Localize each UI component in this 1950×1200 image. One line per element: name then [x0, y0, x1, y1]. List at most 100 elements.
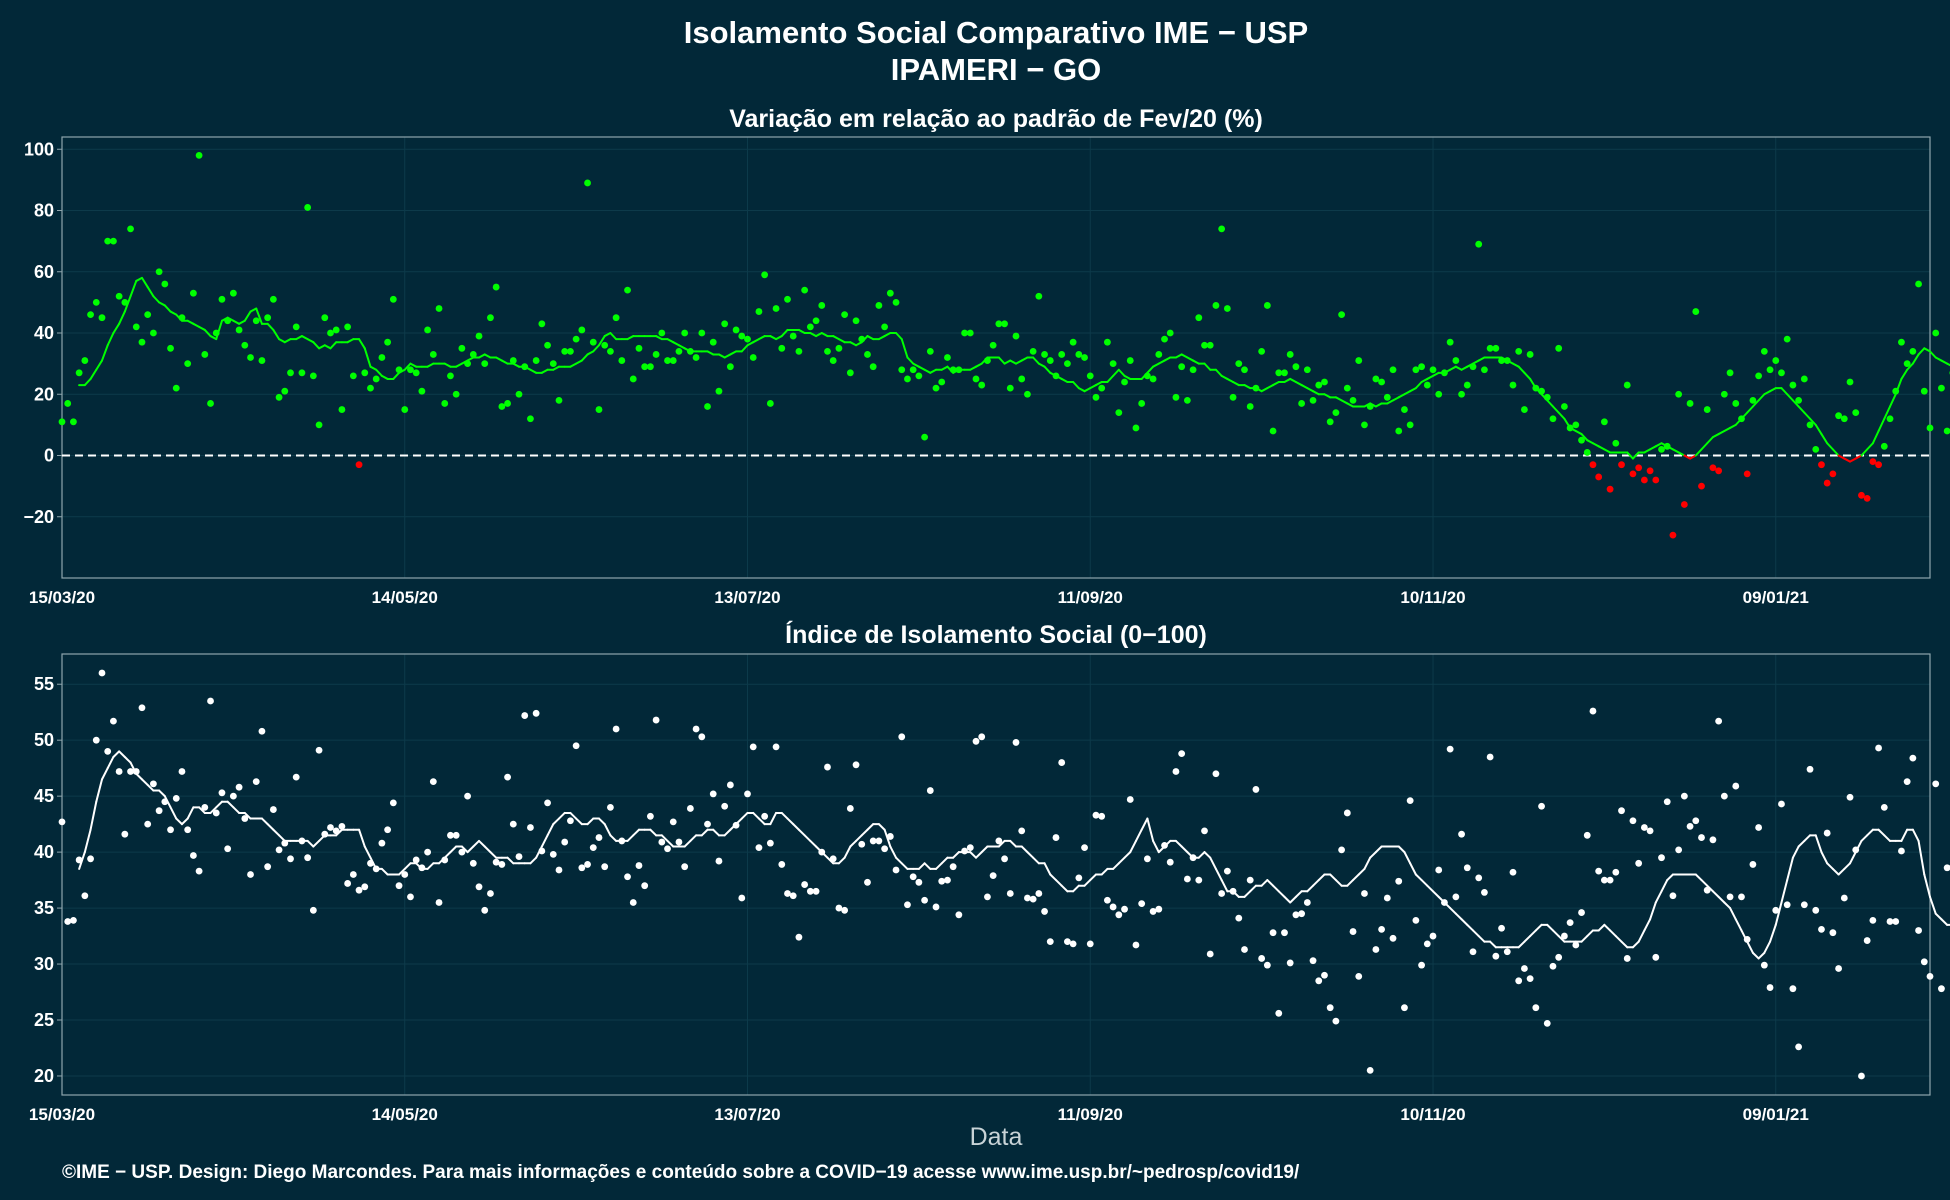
data-point: [201, 351, 209, 358]
moving-average-segment: [1289, 377, 1297, 383]
data-point: [1915, 927, 1922, 934]
moving-average-segment: [146, 286, 155, 298]
data-point: [1858, 491, 1865, 499]
moving-average-segment: [1791, 399, 1800, 408]
data-point: [92, 298, 100, 306]
moving-average-segment: [1843, 862, 1852, 870]
moving-average-segment: [169, 310, 178, 316]
moving-average-segment: [837, 856, 846, 865]
moving-average-segment: [1477, 935, 1486, 943]
data-point: [1515, 977, 1523, 985]
moving-average-segment: [1363, 856, 1372, 870]
data-point: [915, 372, 923, 380]
data-point: [601, 863, 609, 871]
data-point: [1743, 470, 1751, 478]
data-point: [1212, 770, 1220, 778]
data-point: [104, 747, 112, 755]
moving-average-segment: [1117, 368, 1126, 377]
data-point: [595, 406, 603, 413]
data-point: [1646, 827, 1654, 835]
data-point: [612, 314, 620, 322]
data-point: [1720, 390, 1728, 398]
data-point: [1503, 948, 1511, 956]
moving-average-segment: [895, 332, 903, 341]
data-point: [1149, 908, 1157, 915]
moving-average-segment: [540, 368, 549, 374]
data-point: [704, 820, 711, 828]
data-point: [212, 809, 220, 817]
moving-average-segment: [1294, 890, 1303, 898]
moving-average-segment: [900, 338, 909, 359]
moving-average-segment: [1249, 884, 1257, 893]
data-point: [658, 329, 666, 337]
moving-average-segment: [1826, 862, 1834, 870]
data-point: [178, 314, 186, 322]
data-point: [1332, 1017, 1340, 1025]
data-point: [1595, 473, 1603, 481]
moving-average-segment: [1100, 867, 1109, 876]
data-point: [1852, 846, 1860, 854]
moving-average-segment: [226, 800, 235, 809]
data-point: [1201, 341, 1208, 349]
moving-average-segment: [729, 350, 738, 356]
moving-average-segment: [752, 338, 760, 344]
data-point: [721, 802, 729, 810]
data-point: [1349, 928, 1357, 935]
moving-average-segment: [1266, 384, 1275, 390]
data-point: [1492, 344, 1500, 352]
moving-average-segment: [1032, 356, 1040, 365]
moving-average-segment: [1700, 442, 1709, 451]
data-point: [1863, 494, 1871, 502]
y-tick-label: 20: [34, 384, 54, 404]
moving-average-segment: [1260, 879, 1269, 887]
moving-average-segment: [1403, 390, 1412, 396]
data-point: [652, 351, 660, 358]
data-point: [846, 805, 854, 812]
moving-average-segment: [1129, 839, 1137, 854]
moving-average-segment: [529, 368, 538, 374]
moving-average-segment: [975, 851, 983, 859]
data-point: [212, 329, 220, 337]
data-point: [1172, 768, 1180, 775]
moving-average-segment: [363, 845, 372, 859]
data-point: [858, 840, 866, 848]
data-point: [1486, 344, 1494, 352]
moving-average-segment: [746, 341, 755, 347]
moving-average-segment: [1683, 454, 1692, 460]
data-point: [1720, 792, 1728, 800]
data-point: [1555, 344, 1563, 352]
data-point: [984, 357, 991, 364]
data-point: [1772, 906, 1780, 914]
moving-average-segment: [238, 319, 246, 325]
data-point: [1920, 387, 1928, 395]
data-point: [1755, 372, 1763, 380]
data-point: [458, 848, 466, 856]
data-point: [1006, 384, 1014, 392]
data-point: [1241, 366, 1248, 374]
data-point: [464, 360, 471, 368]
moving-average-segment: [1911, 353, 1920, 365]
data-point: [1286, 959, 1294, 967]
data-point: [407, 893, 414, 901]
panel-isolation-index: 15/03/20 14/05/20 13/07/20 11/09/20 10/11/20…: [29, 653, 1950, 1124]
moving-average-segment: [272, 328, 281, 341]
data-point: [1355, 357, 1363, 364]
data-point: [1663, 442, 1671, 450]
data-point: [1149, 375, 1157, 383]
data-point: [372, 865, 380, 873]
moving-average-segment: [1289, 895, 1297, 904]
data-point: [635, 862, 643, 869]
data-point: [1521, 965, 1528, 972]
moving-average-segment: [89, 368, 98, 380]
moving-average-segment: [369, 365, 378, 371]
moving-average-segment: [346, 338, 355, 344]
data-point: [509, 820, 517, 828]
moving-average-segment: [1243, 384, 1252, 390]
data-point: [1361, 890, 1368, 897]
x-tick-label: 10/11/20: [1400, 1105, 1465, 1124]
moving-average-segment: [1940, 918, 1949, 926]
data-point: [247, 871, 254, 878]
x-tick-label: 11/09/20: [1058, 1105, 1123, 1124]
data-point: [481, 906, 489, 914]
